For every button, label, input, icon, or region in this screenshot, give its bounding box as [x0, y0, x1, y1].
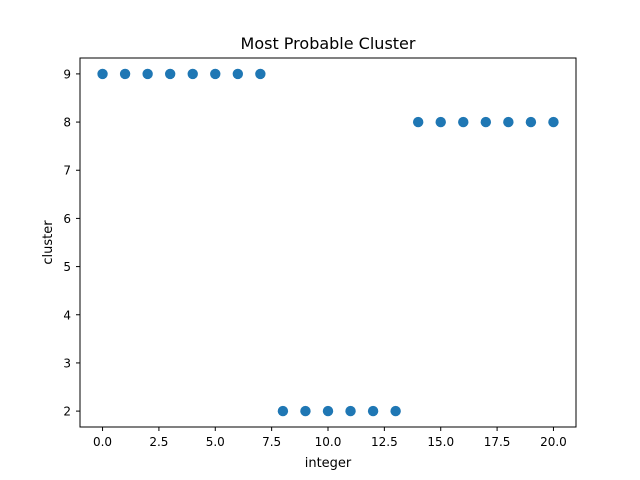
data-point — [525, 116, 537, 128]
x-tick-label: 17.5 — [484, 435, 511, 449]
y-tick-label: 6 — [63, 212, 71, 226]
x-tick-label: 15.0 — [427, 435, 454, 449]
data-point — [210, 68, 221, 80]
data-point — [232, 68, 244, 80]
data-point — [322, 405, 334, 417]
data-point — [300, 405, 311, 417]
data-point — [255, 68, 266, 80]
y-axis-ticks: 2 3 4 5 6 7 8 9 — [63, 67, 80, 419]
y-tick-label: 9 — [63, 67, 71, 81]
data-point — [277, 405, 289, 417]
x-tick-label: 5.0 — [206, 435, 225, 449]
x-tick-label: 20.0 — [540, 435, 567, 449]
x-tick-label: 12.5 — [371, 435, 398, 449]
data-points — [97, 68, 559, 417]
y-axis-label: cluster — [41, 220, 56, 265]
data-point — [412, 116, 424, 128]
data-point — [119, 68, 131, 80]
x-tick-label: 0.0 — [93, 435, 112, 449]
plot-frame — [79, 57, 577, 428]
y-tick-label: 5 — [63, 260, 71, 274]
plot-background — [80, 58, 576, 427]
y-tick-label: 3 — [63, 356, 71, 370]
y-tick-label: 7 — [63, 164, 71, 178]
x-tick-label: 2.5 — [149, 435, 168, 449]
data-point — [97, 68, 108, 80]
data-point — [345, 405, 356, 417]
data-point — [503, 116, 514, 128]
x-tick-label: 10.0 — [315, 435, 342, 449]
data-point — [548, 116, 559, 128]
data-point — [367, 405, 379, 417]
data-point — [142, 68, 153, 80]
data-point — [458, 116, 469, 128]
data-point — [164, 68, 176, 80]
chart-title: Most Probable Cluster — [241, 34, 416, 53]
y-tick-label: 2 — [63, 405, 71, 419]
x-axis-ticks: 0.0 2.5 5.0 7.5 10.0 12.5 15.0 17.5 20.0 — [93, 427, 567, 449]
data-point — [187, 68, 198, 80]
y-tick-label: 4 — [63, 308, 71, 322]
data-point — [435, 116, 446, 128]
x-tick-label: 7.5 — [262, 435, 281, 449]
data-point — [480, 116, 492, 128]
y-tick-label: 8 — [63, 116, 71, 130]
x-axis-label: integer — [305, 456, 352, 471]
data-point — [390, 405, 401, 417]
